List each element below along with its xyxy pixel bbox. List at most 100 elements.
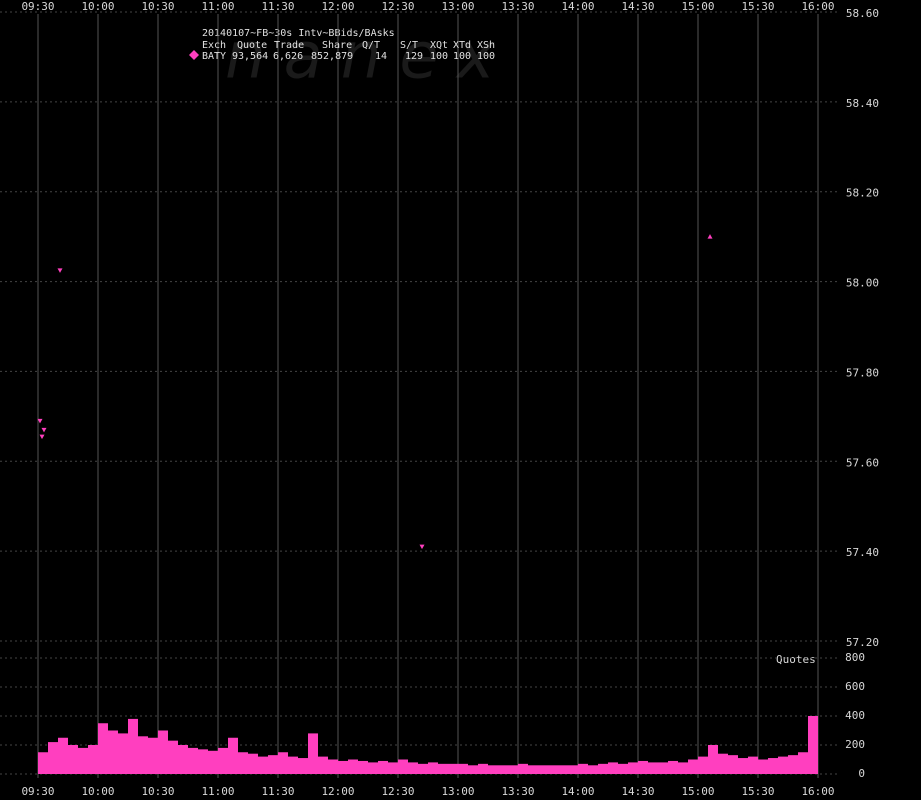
volume-bar xyxy=(768,758,778,774)
volume-bar xyxy=(538,765,548,774)
volume-bar xyxy=(738,758,748,774)
y-tick-label: 58.60 xyxy=(846,7,879,20)
volume-bar xyxy=(378,760,388,774)
volume-bar xyxy=(598,763,608,774)
legend-swatch xyxy=(189,50,199,60)
volume-bar xyxy=(158,730,168,774)
quote-marker xyxy=(39,434,45,440)
volume-bar xyxy=(428,762,438,774)
x-tick-label: 12:30 xyxy=(381,0,414,13)
volume-bar xyxy=(138,736,148,774)
x-tick-label: 12:00 xyxy=(321,785,354,798)
x-tick-label: 10:00 xyxy=(81,785,114,798)
volume-bar xyxy=(438,763,448,774)
legend-header: XQt xyxy=(430,40,448,51)
volume-bar xyxy=(588,765,598,774)
volume-bar xyxy=(698,756,708,774)
volume-bar xyxy=(358,760,368,774)
volume-bar xyxy=(278,752,288,774)
volume-bar xyxy=(178,745,188,774)
x-tick-label: 13:30 xyxy=(501,0,534,13)
x-tick-label: 10:30 xyxy=(141,0,174,13)
x-tick-label: 11:00 xyxy=(201,0,234,13)
volume-bar xyxy=(708,745,718,774)
legend-cell: 6,626 xyxy=(273,51,303,62)
volume-bar xyxy=(308,733,318,774)
volume-bar xyxy=(518,763,528,774)
volume-bar xyxy=(198,749,208,774)
volume-bar xyxy=(58,737,68,774)
volume-bar xyxy=(288,756,298,774)
volume-bar xyxy=(808,716,818,774)
volume-bar xyxy=(718,753,728,774)
quote-marker xyxy=(57,268,63,273)
x-tick-label: 11:00 xyxy=(201,785,234,798)
volume-bar xyxy=(548,765,558,774)
x-tick-label: 11:30 xyxy=(261,0,294,13)
legend-cell: 100 xyxy=(430,51,448,62)
volume-bar xyxy=(408,762,418,774)
x-tick-label: 15:00 xyxy=(681,785,714,798)
volume-bar xyxy=(188,747,198,774)
y-tick-label: 57.20 xyxy=(846,636,879,649)
volume-bar xyxy=(388,762,398,774)
volume-bar xyxy=(348,759,358,774)
volume-bar xyxy=(208,750,218,774)
volume-bar xyxy=(798,752,808,774)
volume-bar xyxy=(88,745,98,774)
volume-bar xyxy=(218,747,228,774)
y-tick-label: 600 xyxy=(845,680,865,693)
volume-bar xyxy=(648,762,658,774)
volume-bar xyxy=(498,765,508,774)
x-tick-label: 13:00 xyxy=(441,0,474,13)
chart-title: 20140107~FB~30s Intv~BBids/BAsks xyxy=(202,28,395,39)
volume-bar xyxy=(98,723,108,774)
volume-bar xyxy=(258,756,268,774)
volume-bar xyxy=(318,756,328,774)
x-tick-label: 10:00 xyxy=(81,0,114,13)
legend-cell: BATY xyxy=(202,51,226,62)
x-tick-label: 16:00 xyxy=(801,0,834,13)
legend-header: Quote xyxy=(237,40,267,51)
volume-bar xyxy=(78,747,88,774)
quote-marker xyxy=(37,418,43,424)
legend-cell: 852,879 xyxy=(311,51,353,62)
x-tick-label: 15:30 xyxy=(741,0,774,13)
volume-bar xyxy=(68,745,78,774)
volume-bar xyxy=(368,762,378,774)
volume-bar xyxy=(448,763,458,774)
legend-header: XTd xyxy=(453,40,471,51)
volume-bar xyxy=(418,763,428,774)
x-tick-label: 10:30 xyxy=(141,785,174,798)
x-tick-label: 12:00 xyxy=(321,0,354,13)
volume-bar xyxy=(328,759,338,774)
y-tick-label: 200 xyxy=(845,738,865,751)
volume-bar xyxy=(48,742,58,774)
volume-bar xyxy=(118,733,128,774)
legend-cell: 100 xyxy=(453,51,471,62)
y-tick-label: 58.20 xyxy=(846,187,879,200)
x-tick-label: 14:30 xyxy=(621,0,654,13)
volume-bar xyxy=(458,763,468,774)
volume-bar xyxy=(758,759,768,774)
volume-bar xyxy=(398,759,408,774)
legend-cell: 93,564 xyxy=(232,51,268,62)
y-tick-label: 58.40 xyxy=(846,97,879,110)
volume-bar xyxy=(268,755,278,774)
x-tick-label: 13:00 xyxy=(441,785,474,798)
quote-marker xyxy=(41,427,47,433)
legend-header: S/T xyxy=(400,40,418,51)
volume-bar xyxy=(148,737,158,774)
panel-title: Quotes xyxy=(776,653,816,666)
x-tick-label: 11:30 xyxy=(261,785,294,798)
volume-bar xyxy=(528,765,538,774)
legend-header: Q/T xyxy=(362,40,380,51)
volume-bar xyxy=(38,752,48,774)
volume-bar xyxy=(298,758,308,774)
y-tick-label: 57.40 xyxy=(846,546,879,559)
x-tick-label: 15:00 xyxy=(681,0,714,13)
legend-cell: 129 xyxy=(405,51,423,62)
volume-bar xyxy=(688,759,698,774)
x-tick-label: 13:30 xyxy=(501,785,534,798)
